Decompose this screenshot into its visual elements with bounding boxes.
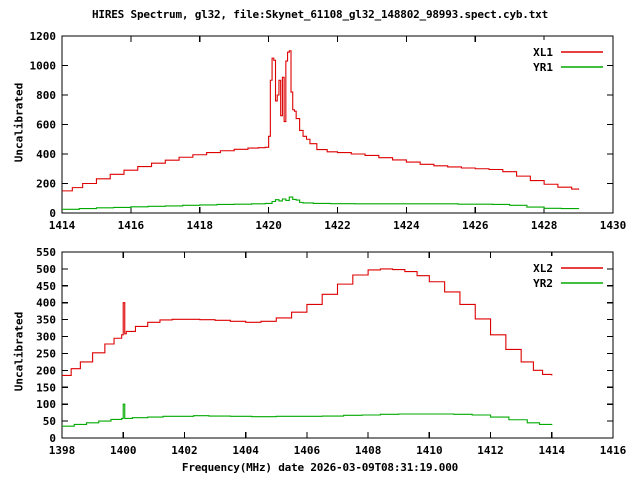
bottom-y-tick-label: 100 (36, 398, 56, 411)
trace-xl2 (62, 268, 553, 376)
page-title: HIRES Spectrum, gl32, file:Skynet_61108_… (91, 8, 548, 21)
top-y-tick-label: 0 (49, 207, 56, 220)
trace-yr2 (62, 403, 553, 427)
bottom-x-tick-label: 1402 (171, 444, 198, 457)
bottom-panel: 0 50 100 150 200 250 300 350 400 450 500 550 1398 140… (36, 246, 626, 457)
bottom-y-tick-label: 400 (36, 297, 56, 310)
bottom-y-tick-label: 350 (36, 314, 56, 327)
legend-label-yr2: YR2 (533, 277, 553, 290)
top-x-tick-label: 1430 (600, 219, 627, 232)
legend-label-xl2: XL2 (533, 262, 553, 275)
bottom-x-tick-label: 1412 (477, 444, 504, 457)
bottom-x-tick-label: 1406 (294, 444, 321, 457)
bottom-y-tick-label: 200 (36, 364, 56, 377)
trace-yr1 (62, 196, 580, 210)
top-x-tick-label: 1416 (118, 219, 145, 232)
top-x-tick-label: 1424 (393, 219, 420, 232)
trace-xl1 (62, 50, 580, 192)
top-y-tick-label: 800 (36, 89, 56, 102)
top-legend (519, 40, 607, 74)
top-x-tick-label: 1422 (324, 219, 351, 232)
top-x-tick-label: 1426 (462, 219, 489, 232)
bottom-x-tick-label: 1410 (416, 444, 443, 457)
bottom-x-tick-label: 1416 (600, 444, 627, 457)
bottom-x-tick-label: 1404 (232, 444, 259, 457)
top-y-tick-label: 400 (36, 148, 56, 161)
top-x-tick-label: 1428 (531, 219, 558, 232)
top-y-tick-label: 600 (36, 119, 56, 132)
bottom-y-tick-label: 0 (49, 432, 56, 445)
bottom-x-tick-label: 1408 (355, 444, 382, 457)
bottom-y-tick-label: 50 (43, 415, 56, 428)
top-x-tick-label: 1414 (49, 219, 76, 232)
legend-label-xl1: XL1 (533, 46, 553, 59)
top-y-tick-label: 1200 (30, 30, 57, 43)
bottom-plot-frame (61, 251, 614, 439)
bottom-x-tick-label: 1414 (539, 444, 566, 457)
bottom-y-tick-label: 550 (36, 246, 56, 259)
top-panel: 0 200 400 600 800 1000 1200 1414 1416 1418 1420 142… (30, 30, 627, 232)
top-y-tick-label: 200 (36, 178, 56, 191)
bottom-x-tick-label: 1398 (49, 444, 76, 457)
top-y-tick-label: 1000 (30, 60, 57, 73)
bottom-y-tick-label: 500 (36, 263, 56, 276)
bottom-y-tick-label: 450 (36, 280, 56, 293)
top-x-tick-label: 1420 (255, 219, 282, 232)
top-x-tick-label: 1418 (187, 219, 214, 232)
bottom-y-tick-label: 250 (36, 347, 56, 360)
legend-label-yr1: YR1 (533, 61, 553, 74)
bottom-x-tick-label: 1400 (110, 444, 137, 457)
x-axis-label: Frequency(MHz) date 2026-03-09T08:31:19.… (181, 461, 459, 474)
bottom-y-tick-label: 300 (36, 331, 56, 344)
bottom-y-tick-label: 150 (36, 381, 56, 394)
bottom-legend (519, 256, 607, 290)
